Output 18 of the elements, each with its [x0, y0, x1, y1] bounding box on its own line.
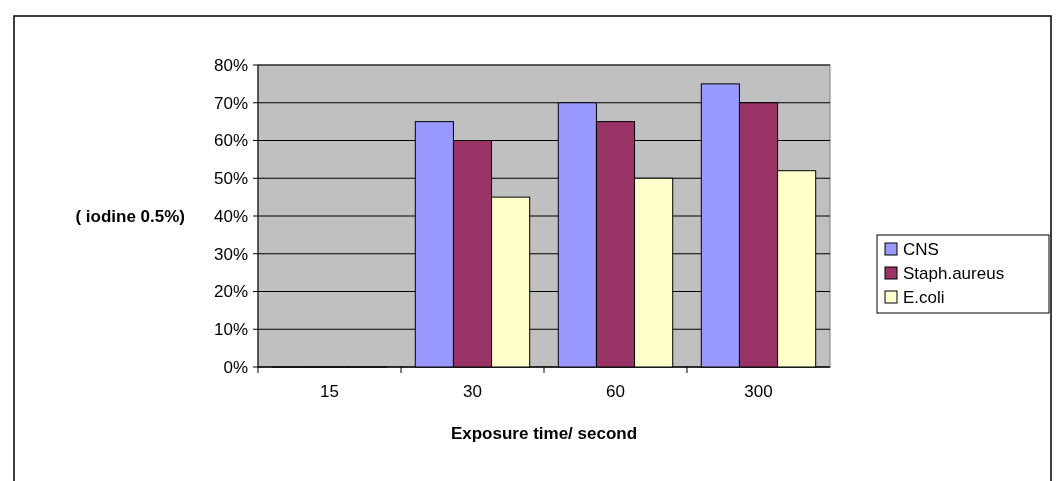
y-tick-label: 50% [213, 169, 248, 189]
x-tick-label: 300 [744, 382, 773, 401]
x-tick-label: 30 [463, 382, 482, 401]
y-tick-label: 80% [213, 55, 248, 75]
y-tick-label: 70% [213, 93, 248, 113]
y-tick-label: 10% [213, 320, 248, 340]
y-tick-label: 30% [213, 244, 248, 264]
legend-label: CNS [903, 239, 939, 259]
y-tick-label: 0% [223, 357, 248, 377]
x-tick-label: 60 [606, 382, 625, 401]
y-axis-title: ( iodine 0.5%) [75, 206, 185, 226]
x-axis-title: Exposure time/ second [450, 424, 638, 443]
x-tick-label: 15 [320, 382, 339, 401]
y-tick-label: 40% [213, 206, 248, 226]
y-tick-label: 60% [213, 131, 248, 151]
legend-label: E.coli [903, 287, 945, 307]
legend-label: Staph.aureus [903, 263, 1005, 283]
y-tick-label: 20% [213, 282, 248, 302]
